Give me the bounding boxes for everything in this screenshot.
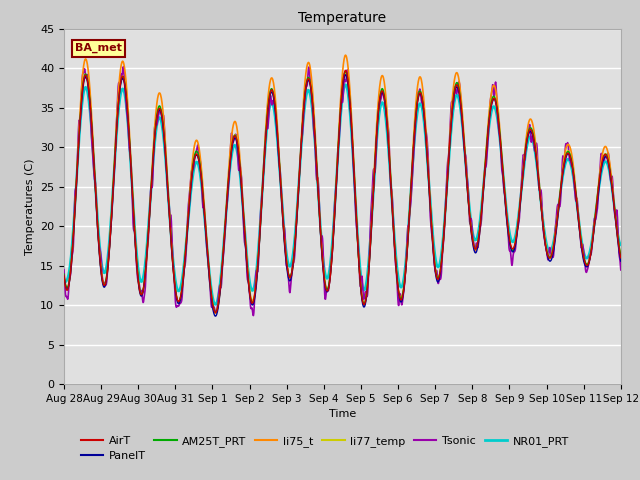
NR01_PRT [103,260,111,265]
AirT [378,88,385,94]
Y-axis label: Temperatures (C): Temperatures (C) [24,158,35,255]
li77_temp [212,310,220,315]
AirT [212,310,220,315]
AM25T_PRT [212,310,220,315]
AM25T_PRT [126,141,134,147]
AirT [342,68,349,73]
AM25T_PRT [60,271,68,277]
AirT [103,271,111,277]
Line: AM25T_PRT: AM25T_PRT [64,72,621,312]
AirT [308,96,316,101]
AM25T_PRT [342,69,349,74]
li75_t [103,271,111,277]
li75_t [60,273,68,279]
li77_temp [378,88,385,94]
Text: BA_met: BA_met [75,43,122,53]
PanelT [212,313,220,319]
PanelT [318,255,326,261]
PanelT [308,97,316,103]
PanelT [378,90,385,96]
AirT [126,142,134,148]
li75_t [308,83,316,88]
li77_temp [318,253,326,259]
NR01_PRT [378,100,385,106]
NR01_PRT [308,106,316,111]
li77_temp [103,271,111,276]
li77_temp [308,96,316,102]
NR01_PRT [617,242,625,248]
NR01_PRT [297,154,305,159]
NR01_PRT [212,301,220,307]
PanelT [617,258,625,264]
AirT [318,252,326,258]
Line: PanelT: PanelT [64,75,621,316]
AM25T_PRT [318,252,326,258]
NR01_PRT [342,82,349,87]
AM25T_PRT [297,151,305,156]
li77_temp [341,70,349,75]
NR01_PRT [60,279,68,285]
li75_t [297,148,305,154]
Tsonic [120,64,127,70]
li77_temp [60,273,68,279]
AM25T_PRT [308,95,316,101]
Line: NR01_PRT: NR01_PRT [64,84,621,304]
Tsonic [103,275,111,280]
NR01_PRT [126,146,134,152]
AirT [617,255,625,261]
li77_temp [617,255,625,261]
Line: li77_temp: li77_temp [64,72,621,312]
AM25T_PRT [103,269,111,275]
PanelT [103,272,111,278]
li75_t [212,311,220,316]
Legend: AirT, PanelT, AM25T_PRT, li75_t, li77_temp, Tsonic, NR01_PRT: AirT, PanelT, AM25T_PRT, li75_t, li77_te… [81,436,569,461]
li75_t [318,252,326,257]
Tsonic [378,93,385,99]
li75_t [617,254,625,260]
li77_temp [297,150,305,156]
Tsonic [308,104,316,110]
Line: Tsonic: Tsonic [64,67,621,315]
PanelT [297,152,305,158]
PanelT [342,72,349,78]
li75_t [126,135,134,141]
AM25T_PRT [378,86,385,92]
Tsonic [319,236,326,241]
AM25T_PRT [617,252,625,258]
PanelT [126,144,134,150]
Tsonic [617,267,625,273]
Tsonic [126,150,134,156]
li75_t [378,73,385,79]
Title: Temperature: Temperature [298,11,387,25]
NR01_PRT [318,246,326,252]
X-axis label: Time: Time [329,409,356,419]
Line: li75_t: li75_t [64,55,621,313]
Line: AirT: AirT [64,71,621,312]
Tsonic [297,145,305,151]
li75_t [342,52,349,58]
PanelT [60,273,68,279]
AirT [297,150,305,156]
li77_temp [126,143,134,148]
Tsonic [60,267,68,273]
Tsonic [250,312,257,318]
AirT [60,273,68,278]
